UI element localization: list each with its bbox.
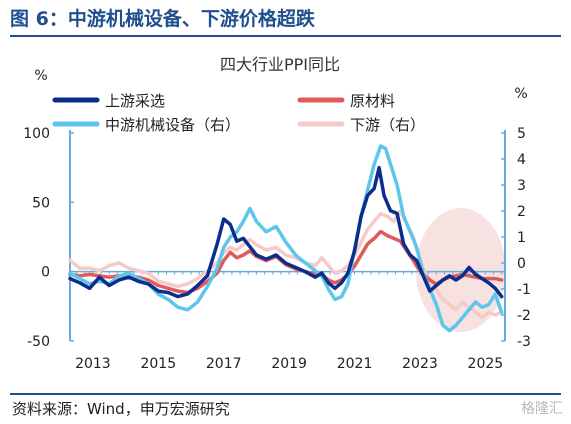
right-tick-label: -1 [517,282,531,298]
left-axis-unit: % [34,68,47,84]
right-tick-label: -3 [517,334,531,350]
x-tick-label: 2019 [271,356,307,372]
right-tick-label: -2 [517,308,531,324]
footer-divider [10,393,561,395]
watermark-logo: 格隆汇 [521,401,563,417]
right-tick-label: 0 [517,256,526,272]
figure-title: 图 6：中游机械设备、下游价格超跌 [10,8,315,30]
left-tick-label: -50 [27,334,50,350]
right-tick-label: 4 [517,152,526,168]
right-tick-label: 1 [517,230,526,246]
left-tick-label: 0 [41,265,50,281]
highlight-layer [415,208,506,332]
x-tick-label: 2025 [468,356,504,372]
right-tick-label: 5 [517,126,526,142]
title-divider [10,35,561,37]
left-tick-label: 50 [32,195,50,211]
right-tick-label: 2 [517,204,526,220]
x-tick-label: 2017 [206,356,242,372]
x-tick-label: 2023 [402,356,438,372]
legend-label-1: 原材料 [350,92,395,110]
highlight-ellipse [415,208,506,332]
right-tick-label: 3 [517,178,526,194]
x-tick-label: 2013 [75,356,111,372]
right-axis-unit: % [514,86,527,102]
x-tick-label: 2015 [140,356,176,372]
series-layer [68,144,504,333]
x-tick-label: 2021 [337,356,373,372]
left-tick-label: 100 [23,126,50,142]
series-line-3 [68,209,504,320]
chart-title: 四大行业PPI同比 [220,55,340,74]
legend-label-0: 上游采选 [105,92,165,110]
legend-label-3: 下游（右） [350,116,425,134]
source-note: 资料来源：Wind，申万宏源研究 [12,400,230,418]
series-line-0 [68,165,504,299]
legend-label-2: 中游机械设备（右） [105,116,240,134]
